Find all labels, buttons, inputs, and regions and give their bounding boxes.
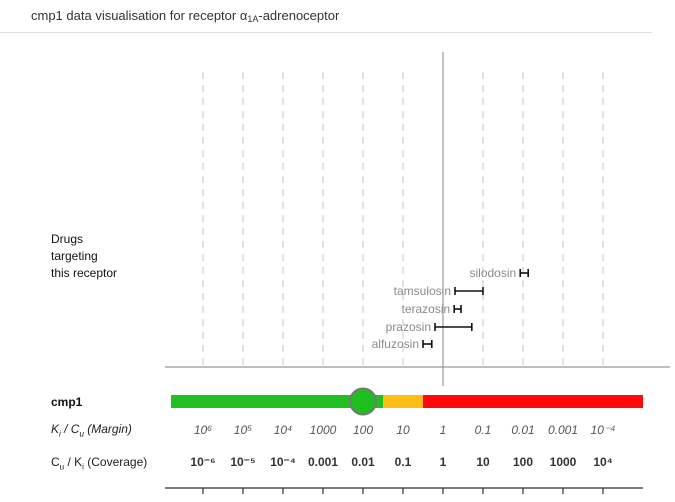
coverage-tick-1: 10⁻⁵ [230, 455, 255, 469]
margin-axis-label: Ki / Cu (Margin) [51, 422, 132, 439]
margin-tick-7: 0.1 [475, 423, 492, 437]
compound-band-0 [171, 395, 383, 408]
margin-tick-6: 1 [440, 423, 447, 437]
page-header: cmp1 data visualisation for receptor α1A… [0, 0, 652, 33]
coverage-tick-8: 100 [513, 455, 533, 469]
compound-label: cmp1 [51, 395, 83, 409]
margin-tick-1: 10⁵ [234, 423, 252, 437]
compound-marker [349, 387, 377, 416]
drug-label-alfuzosin: alfuzosin [372, 337, 419, 351]
coverage-tick-10: 10⁴ [593, 455, 612, 469]
drugs-targeting-label: Drugs targeting this receptor [51, 232, 118, 280]
coverage-tick-0: 10⁻⁶ [190, 455, 215, 469]
margin-tick-4: 100 [353, 423, 373, 437]
compound-band-1 [383, 395, 423, 408]
coverage-tick-6: 1 [440, 455, 447, 469]
drug-label-tamsulosin: tamsulosin [394, 284, 451, 298]
margin-tick-10: 10⁻⁴ [591, 423, 616, 437]
margin-tick-0: 10⁶ [194, 423, 212, 437]
compound-band-2 [423, 395, 643, 408]
coverage-tick-3: 0.001 [308, 455, 338, 469]
coverage-axis-label: Cu / Ki (Coverage) [51, 455, 148, 472]
margin-tick-2: 10⁴ [274, 423, 293, 437]
margin-tick-9: 0.001 [548, 423, 578, 437]
margin-tick-8: 0.01 [511, 423, 534, 437]
coverage-tick-9: 1000 [550, 455, 577, 469]
page-title: cmp1 data visualisation for receptor α1A… [31, 8, 340, 24]
drug-label-silodosin: silodosin [469, 266, 516, 280]
margin-tick-5: 10 [396, 423, 410, 437]
coverage-tick-2: 10⁻⁴ [270, 455, 296, 469]
coverage-tick-5: 0.1 [395, 455, 412, 469]
drug-label-terazosin: terazosin [401, 302, 450, 316]
coverage-tick-7: 10 [476, 455, 490, 469]
margin-tick-3: 1000 [310, 423, 337, 437]
coverage-tick-4: 0.01 [351, 455, 375, 469]
drug-label-prazosin: prazosin [386, 320, 431, 334]
